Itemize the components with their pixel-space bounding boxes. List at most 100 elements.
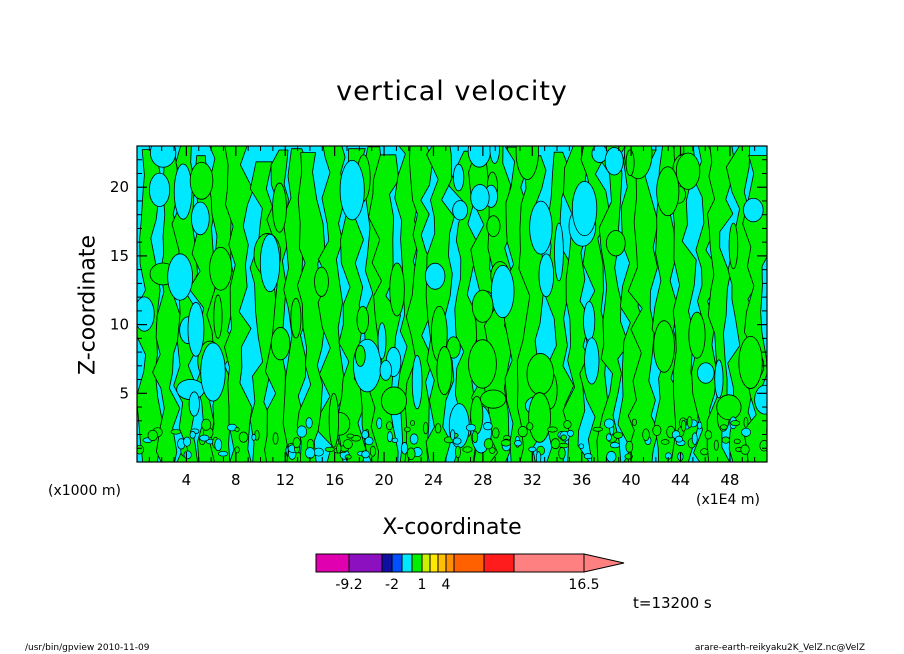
field-lobe: [471, 289, 494, 323]
surface-cell: [342, 439, 353, 450]
y-tick-label: 10: [110, 316, 129, 334]
surface-cell: [391, 437, 399, 443]
x-tick-label: 8: [231, 471, 241, 489]
surface-cell: [680, 420, 687, 432]
y-tick-label: 5: [119, 384, 129, 402]
field-lobe: [743, 197, 764, 223]
x-tick-label: 28: [473, 471, 492, 489]
surface-cell: [386, 421, 393, 431]
field-lobe: [714, 359, 724, 399]
colorbar-swatch: [513, 553, 585, 573]
surface-cell: [720, 424, 728, 430]
surface-cell: [361, 450, 370, 459]
field-lobe: [604, 146, 624, 176]
surface-cell: [631, 418, 637, 426]
colorbar-swatch: [411, 553, 423, 573]
surface-cell: [401, 442, 409, 455]
surface-cell: [613, 431, 623, 439]
y-axis-unit: (x1000 m): [48, 483, 121, 499]
field-lobe: [653, 320, 675, 373]
updraft-plume: [706, 146, 735, 462]
field-lobe: [675, 152, 701, 190]
surface-cell: [404, 426, 411, 433]
field-lobe: [583, 301, 596, 342]
field-lobe: [190, 201, 210, 236]
surface-cell: [369, 445, 376, 457]
surface-cell: [609, 442, 620, 449]
surface-cell: [567, 429, 574, 437]
surface-cell: [652, 424, 662, 436]
field-lobe: [571, 180, 598, 237]
field-lobe: [656, 166, 680, 217]
surface-cell: [488, 447, 496, 454]
surface-cell: [238, 431, 249, 443]
field-lobe: [728, 222, 739, 270]
surface-cell: [526, 422, 534, 431]
colorbar-label: -9.2: [335, 577, 362, 593]
y-tick-label: 15: [110, 247, 129, 265]
field-lobe: [209, 246, 233, 291]
field-lobe: [339, 159, 365, 221]
surface-cell: [251, 433, 257, 441]
field-lobe: [584, 337, 600, 385]
surface-cell: [423, 421, 429, 435]
plot-frame: [136, 145, 768, 463]
field-lobe: [452, 200, 468, 221]
field-lobe: [716, 394, 742, 421]
field-lobe: [189, 161, 214, 200]
surface-cell: [189, 430, 196, 439]
x-tick-label: 36: [572, 471, 591, 489]
field-lobe: [389, 262, 405, 317]
x-tick-label: 16: [325, 471, 344, 489]
updraft-plume: [596, 146, 629, 462]
field-lobe: [411, 354, 423, 410]
surface-cell: [578, 443, 585, 450]
colorbar-swatch: [483, 553, 515, 573]
surface-cell: [741, 427, 752, 437]
surface-cell: [406, 447, 416, 461]
field-lobe: [380, 386, 407, 416]
surface-cell: [740, 444, 750, 455]
field-lobe: [259, 233, 281, 293]
surface-cell: [183, 450, 192, 460]
x-tick-label: 44: [671, 471, 690, 489]
field-lobe: [173, 163, 193, 220]
surface-cell: [675, 435, 683, 443]
field-lobe: [424, 262, 446, 290]
x-tick-label: 48: [720, 471, 739, 489]
surface-cell: [305, 447, 316, 459]
surface-cell: [583, 453, 593, 460]
field-lobe: [486, 215, 501, 238]
x-tick-label: 24: [424, 471, 443, 489]
field-lobe: [187, 302, 205, 357]
surface-cell: [199, 434, 210, 442]
field-lobe: [213, 294, 223, 339]
surface-cell: [743, 417, 749, 428]
field-lobe: [328, 392, 339, 448]
colorbar-swatch: [445, 553, 455, 573]
field-lobe: [738, 335, 763, 389]
surface-cell: [514, 440, 522, 447]
surface-cell: [364, 436, 374, 446]
field-lobe: [606, 230, 626, 257]
surface-cell: [730, 420, 741, 427]
surface-cell: [704, 430, 713, 440]
field-lobe: [468, 339, 497, 389]
surface-cell: [700, 448, 709, 456]
field-lobe: [467, 146, 491, 168]
surface-cell: [346, 433, 355, 439]
colorbar-swatch: [348, 553, 383, 573]
field-lobe: [480, 389, 507, 409]
surface-cell: [560, 434, 567, 441]
x-axis-unit: (x1E4 m): [696, 492, 760, 508]
surface-cell: [410, 420, 415, 426]
surface-cell: [697, 421, 703, 430]
field-lobe: [526, 353, 555, 396]
field-lobe: [528, 392, 551, 443]
colorbar-label: -2: [385, 577, 399, 593]
surface-cell: [625, 440, 634, 453]
field-lobe: [167, 253, 193, 301]
surface-cell: [305, 417, 313, 429]
surface-cell: [660, 439, 670, 445]
